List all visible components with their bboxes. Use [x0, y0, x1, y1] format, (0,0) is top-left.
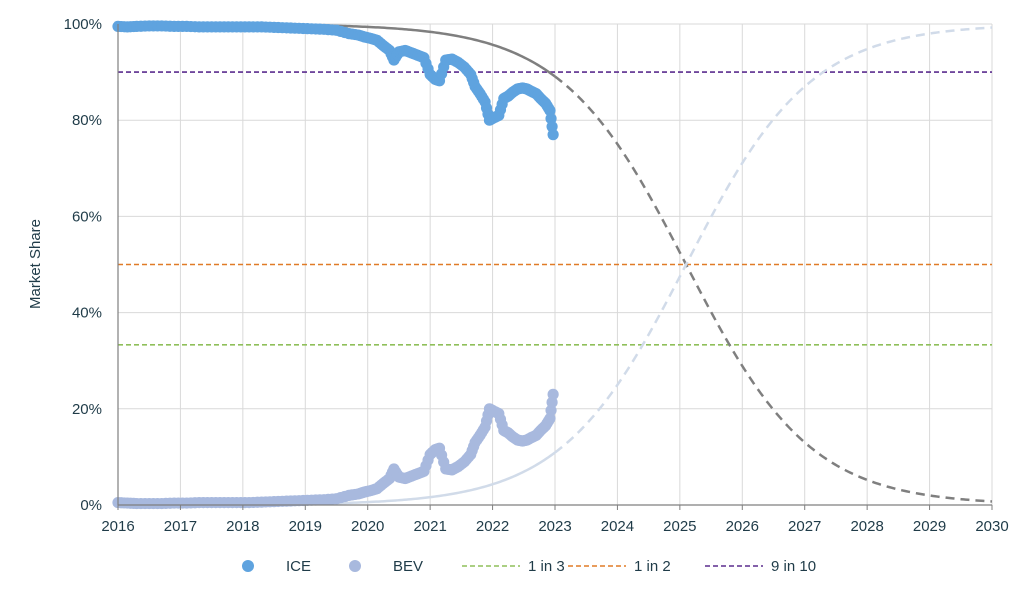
y-tick-label: 0% [80, 497, 102, 514]
legend-item-1-in-2: 1 in 2 [568, 558, 671, 575]
legend-item-9-in-10: 9 in 10 [705, 558, 816, 575]
x-tick-label: 2026 [726, 518, 759, 535]
x-tick-label: 2019 [289, 518, 322, 535]
threshold-lines [118, 71, 992, 346]
x-tick-label: 2017 [164, 518, 197, 535]
y-tick-label: 80% [72, 112, 102, 129]
legend-label: 1 in 2 [634, 558, 671, 575]
legend-item-1-in-3: 1 in 3 [462, 558, 565, 575]
x-tick-label: 2020 [351, 518, 384, 535]
y-tick-label: 20% [72, 401, 102, 418]
bev-trend-dashed [554, 26, 993, 454]
x-tick-label: 2018 [226, 518, 259, 535]
legend-label: ICE [286, 558, 311, 575]
axes [117, 24, 993, 510]
x-tick-label: 2025 [663, 518, 696, 535]
legend-marker [242, 560, 254, 572]
x-tick-label: 2024 [601, 518, 634, 535]
legend-label: 9 in 10 [771, 558, 816, 575]
legend: ICE BEV 1 in 3 1 in 2 9 in 10 [242, 558, 816, 575]
x-tick-label: 2016 [101, 518, 134, 535]
legend-marker [349, 560, 361, 572]
legend-label: BEV [393, 558, 423, 575]
legend-item-BEV: BEV [349, 558, 423, 575]
y-axis-title: Market Share [27, 219, 44, 309]
tick-labels: 2016 2017 2018 2019 2020 2021 2022 2023 2024 2025… [64, 16, 1009, 535]
x-tick-label: 2023 [538, 518, 571, 535]
x-tick-label: 2021 [413, 518, 446, 535]
x-tick-label: 2027 [788, 518, 821, 535]
x-tick-label: 2022 [476, 518, 509, 535]
y-tick-label: 100% [64, 16, 102, 33]
legend-label: 1 in 3 [528, 558, 565, 575]
data-points [112, 20, 559, 510]
x-tick-label: 2028 [850, 518, 883, 535]
x-tick-label: 2029 [913, 518, 946, 535]
legend-item-ICE: ICE [242, 558, 311, 575]
y-tick-label: 40% [72, 305, 102, 322]
y-tick-label: 60% [72, 208, 102, 225]
bev-point [547, 388, 559, 400]
x-tick-label: 2030 [975, 518, 1008, 535]
ice-trend-dashed [554, 75, 993, 503]
ice-point [547, 129, 559, 141]
